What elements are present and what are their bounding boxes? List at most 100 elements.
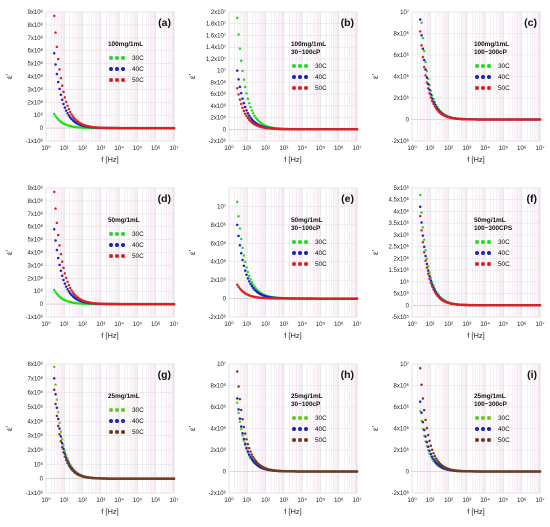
panel-h: 10⁰ 10¹ 10² 10³ 10⁴ 10⁵ 10⁶ 10⁷ -2x10⁶ 0 2x10⁶ 4x10… <box>188 361 362 516</box>
data-point <box>247 453 251 456</box>
data-point <box>422 49 426 53</box>
legend-marker <box>487 86 491 90</box>
legend-marker <box>304 416 308 420</box>
data-point <box>428 274 431 278</box>
legend-title: 25mg/1mL <box>108 393 140 400</box>
y-tick-label: 5x10⁶ <box>28 61 44 68</box>
data-point <box>239 408 243 412</box>
legend-marker <box>487 262 491 266</box>
data-point <box>63 272 67 275</box>
data-point <box>425 266 429 270</box>
y-tick-label: 0 <box>223 297 227 303</box>
data-point <box>68 286 72 290</box>
data-point <box>253 458 256 461</box>
y-tick-label: 1.4x10⁷ <box>206 44 226 51</box>
data-point <box>55 45 59 49</box>
legend-title: 30~100cP <box>291 225 321 232</box>
data-point <box>241 258 244 262</box>
data-point <box>243 105 247 109</box>
legend-label: 40C <box>498 426 510 433</box>
x-tick-label: 10⁵ <box>499 321 509 328</box>
data-point <box>237 385 240 388</box>
legend-marker <box>298 64 302 68</box>
data-point <box>246 270 250 274</box>
legend-title: 30~100cP <box>291 49 321 56</box>
data-point <box>434 457 438 460</box>
data-point <box>58 87 61 91</box>
data-point <box>426 82 430 86</box>
legend-marker <box>121 243 125 247</box>
data-point <box>59 269 63 273</box>
data-point <box>67 290 71 293</box>
data-point <box>56 424 60 428</box>
legend-marker <box>487 64 491 68</box>
x-tick-label: 10³ <box>279 321 288 328</box>
series-50C <box>235 86 359 131</box>
x-tick-label: 10³ <box>279 497 288 504</box>
data-point <box>424 418 427 422</box>
legend-marker <box>292 64 296 68</box>
panel-g: 10⁰ 10¹ 10² 10³ 10⁴ 10⁵ 10⁶ 10⁷ -1x10⁶ 0 10⁶ 2x10⁶ 3… <box>5 361 179 516</box>
data-point <box>60 446 64 449</box>
legend-title: 30~100cP <box>291 401 321 408</box>
data-point <box>242 425 246 429</box>
x-tick-label: 10² <box>78 497 87 504</box>
x-tick-label: 10⁷ <box>535 145 544 152</box>
series-50C <box>52 388 176 480</box>
data-point <box>239 251 243 255</box>
x-tick-label: 10⁰ <box>224 145 234 152</box>
data-point <box>429 96 433 99</box>
x-tick-label: 10³ <box>462 497 471 504</box>
data-point <box>428 439 431 443</box>
data-point <box>424 60 427 64</box>
data-point <box>62 278 65 282</box>
data-point <box>237 93 240 96</box>
data-point <box>247 114 251 117</box>
x-tick-label: 10² <box>261 321 270 328</box>
legend-marker <box>109 67 113 71</box>
data-point <box>355 470 359 473</box>
legend-marker <box>481 427 485 431</box>
y-tick-label: 1.6x10⁷ <box>206 32 226 39</box>
data-point <box>428 449 431 452</box>
legend-marker <box>298 427 302 431</box>
data-point <box>432 452 435 455</box>
data-point <box>422 245 426 248</box>
y-tick-label: 0 <box>40 126 44 132</box>
data-point <box>63 282 67 285</box>
data-point <box>66 104 69 108</box>
panel-e: 10⁰ 10¹ 10² 10³ 10⁴ 10⁵ 10⁶ 10⁷ -2x10⁶ 0 2x10⁶ 4x10… <box>188 187 362 340</box>
legend-label: 40C <box>315 426 327 433</box>
data-point <box>59 93 63 97</box>
legend-label: 40C <box>315 74 327 81</box>
data-point <box>58 244 61 247</box>
x-tick-label: 10⁴ <box>480 145 490 152</box>
legend-marker <box>481 240 485 244</box>
data-point <box>420 34 423 37</box>
data-point <box>246 97 250 100</box>
legend-marker <box>475 86 479 90</box>
data-point <box>249 282 252 286</box>
legend-marker <box>481 251 485 255</box>
x-axis-title: f [Hz] <box>467 331 485 340</box>
legend-marker <box>121 408 125 412</box>
y-tick-label: 6x10⁶ <box>28 48 44 55</box>
data-point <box>54 290 57 294</box>
data-point <box>239 102 243 106</box>
x-tick-label: 10³ <box>462 321 471 328</box>
data-point <box>55 414 59 418</box>
y-tick-label: 2x10⁶ <box>211 115 227 122</box>
y-tick-label: 8x10⁶ <box>28 198 44 205</box>
data-point <box>70 113 73 116</box>
data-point <box>430 285 434 288</box>
y-tick-label: 2x10⁶ <box>28 99 44 106</box>
legend-marker <box>109 56 113 60</box>
x-tick-label: 10¹ <box>60 497 69 504</box>
x-axis-title: f [Hz] <box>284 155 302 164</box>
panel-a: 10⁰ 10¹ 10² 10³ 10⁴ 10⁵ 10⁶ 10⁷ -1x10⁶ 0 10⁶ 2x10⁶ 3… <box>5 9 179 164</box>
y-tick-label: 2x10⁶ <box>394 255 410 262</box>
y-tick-label: 8x10⁶ <box>394 383 410 390</box>
legend-title: 100mg/1mL <box>108 41 143 48</box>
